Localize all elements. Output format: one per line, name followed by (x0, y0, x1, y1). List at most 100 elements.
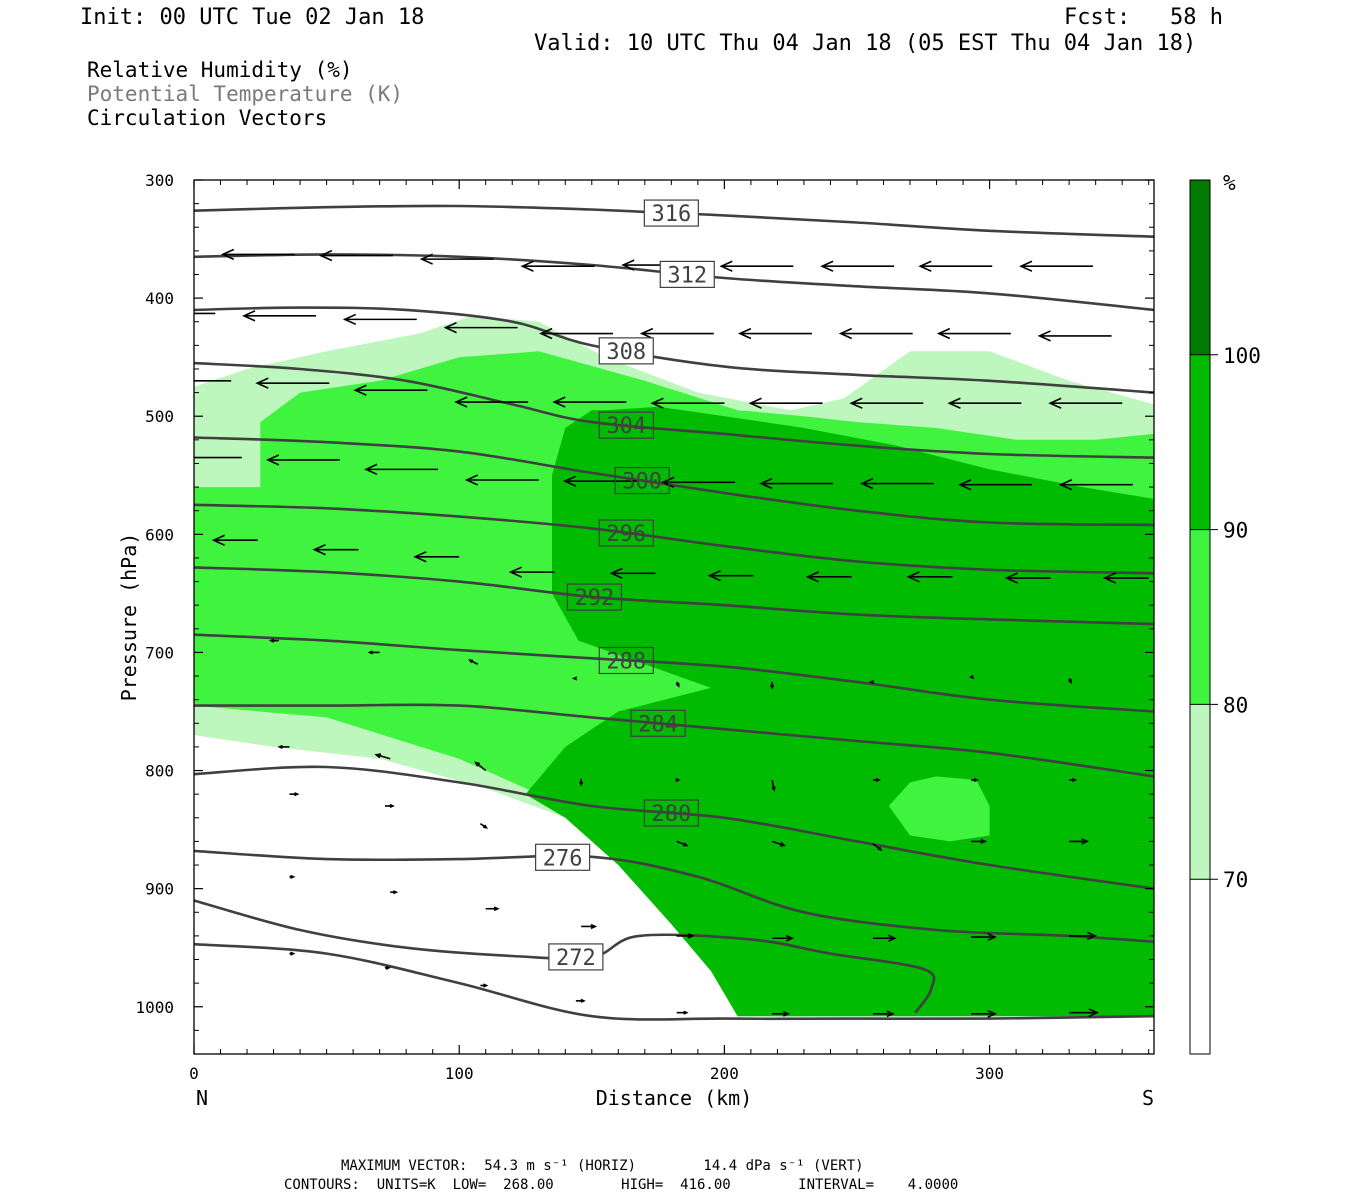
vector-arrow (419, 253, 494, 265)
vector-arrow (849, 397, 924, 409)
plot-frame (193, 179, 1155, 1055)
vector-head (268, 638, 275, 643)
vector-head (211, 534, 225, 546)
vector-head (969, 674, 975, 680)
vector-head (220, 248, 235, 261)
legend-vectors: Circulation Vectors (87, 106, 328, 130)
vector-head (353, 384, 367, 396)
theta-label-box (598, 411, 654, 439)
vector-arrow (1069, 1008, 1100, 1018)
vector-arrow (571, 676, 578, 681)
vector-arrow (194, 379, 232, 382)
y-tick-label: 600 (145, 525, 174, 544)
theta-contour-288 (194, 633, 1154, 713)
vector-head (508, 566, 522, 578)
vector-head (675, 777, 681, 783)
vector-arrow (1068, 678, 1073, 685)
vector-head (782, 1010, 791, 1017)
vector-head (805, 571, 820, 583)
vector-head (483, 983, 489, 988)
theta-label-300: 300 (614, 466, 670, 495)
vector-arrow (1058, 479, 1133, 491)
y-axis-label: Pressure (hPa) (117, 533, 141, 702)
vector-arrow (969, 674, 975, 680)
colorbar-segment-2 (1190, 529, 1210, 705)
vector-arrow (958, 479, 1033, 491)
vector-arrow (194, 312, 216, 315)
vector-head (1071, 777, 1078, 783)
vector-head (1048, 397, 1062, 409)
vector-head (122, 248, 133, 258)
vector-head (947, 397, 961, 409)
cross-section-chart: 316 312 308 304 300 296 292 288 284 280 276 272 300… (117, 171, 1261, 1110)
x-tick-label: 0 (189, 1064, 199, 1083)
vector-arrow (1069, 838, 1090, 845)
vector-arrow (520, 260, 595, 272)
vector-head (539, 327, 553, 340)
x-tick-label: 200 (710, 1064, 739, 1083)
vector-arrow (539, 327, 614, 340)
theta-label-text: 308 (606, 340, 646, 365)
colorbar-label: 100 (1223, 344, 1261, 368)
vector-head (771, 786, 776, 792)
vector-head (621, 259, 635, 271)
theta-contour-292 (194, 566, 1154, 626)
vector-head (1068, 679, 1073, 685)
vector-shaft (475, 761, 487, 772)
footer-contours: CONTOURS: UNITS=K LOW= 268.00 HIGH= 416.… (284, 1177, 959, 1193)
vector-shaft (771, 840, 785, 847)
vector-arrow (289, 874, 296, 879)
theta-contour-300 (194, 436, 1154, 527)
vector-head (849, 397, 863, 409)
theta-label-280: 280 (643, 799, 699, 827)
y-tick-label: 900 (145, 880, 174, 899)
vector-arrow (805, 571, 852, 583)
forecast-hour: Fcst: 58 h (1064, 5, 1223, 30)
vector-arrow (468, 659, 479, 665)
vector-arrow (772, 1010, 791, 1017)
vector-head (936, 327, 951, 340)
vector-arrow (480, 983, 489, 988)
vector-head (419, 253, 433, 265)
colorbar-label: 80 (1223, 693, 1248, 717)
vector-head (639, 327, 654, 340)
vector-head (389, 803, 395, 809)
vector-arrow (581, 923, 598, 930)
theta-contour-272 (194, 899, 936, 1014)
vector-arrow (676, 840, 689, 847)
vector-head (290, 874, 296, 879)
y-tick-label: 300 (145, 171, 174, 190)
vector-arrow (289, 951, 296, 956)
theta-label-296: 296 (598, 519, 654, 547)
vector-head (875, 777, 881, 783)
colorbar-segment-0 (1190, 879, 1210, 1054)
vector-shaft (376, 753, 391, 760)
vector-arrow (820, 260, 895, 272)
vector-head (887, 934, 897, 942)
theta-label-text: 276 (543, 846, 583, 871)
vector-head (906, 571, 920, 583)
theta-contour-284 (194, 703, 1154, 778)
vector-head (650, 397, 664, 409)
vector-head (987, 1009, 997, 1018)
vector-head (392, 890, 399, 895)
vector-head (687, 933, 695, 939)
vector-head (918, 260, 932, 272)
vector-head (374, 753, 382, 759)
vector-arrow (772, 934, 795, 942)
theta-contour-280 (194, 765, 1154, 890)
vector-arrow (639, 327, 714, 340)
vector-arrow (508, 566, 555, 578)
theta-contour-line-12 (194, 942, 1154, 1021)
theta-label-308: 308 (598, 337, 654, 365)
theta-contour-296 (194, 503, 1154, 575)
vector-head (170, 453, 181, 463)
vector-arrow (936, 327, 1011, 340)
vector-arrow (318, 249, 393, 262)
vector-head (683, 1010, 689, 1015)
theta-label-312: 312 (659, 260, 715, 288)
vector-arrow (676, 933, 695, 939)
vector-arrow (170, 453, 242, 463)
vector-arrow (872, 843, 883, 851)
x-axis-label: Distance (km) (596, 1086, 753, 1110)
